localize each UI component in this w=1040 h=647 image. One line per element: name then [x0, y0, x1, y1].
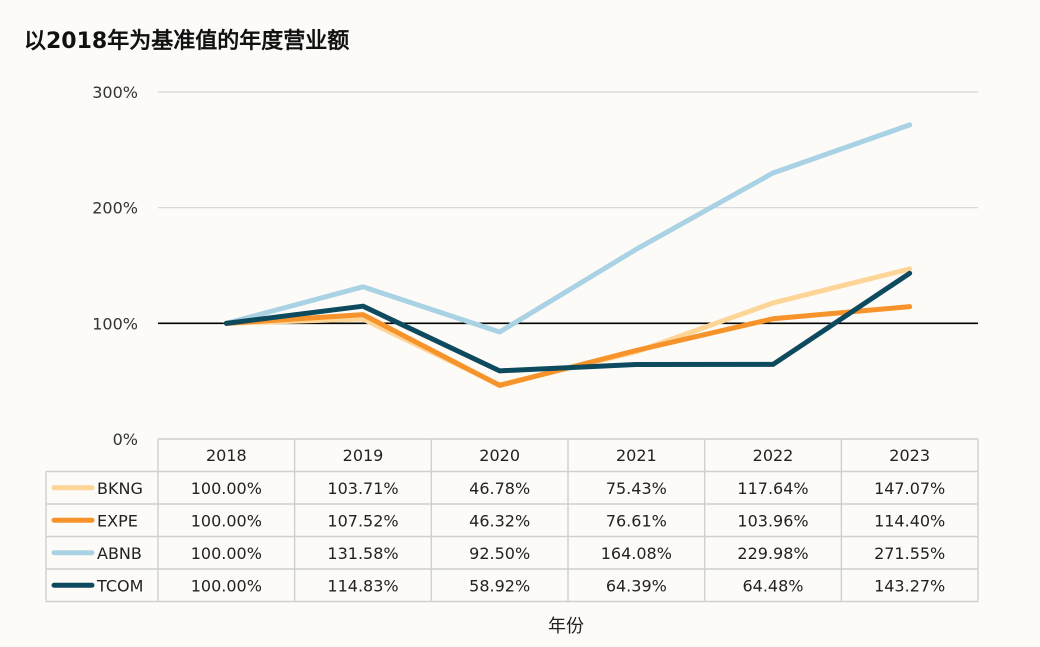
y-tick-label: 200% — [92, 199, 138, 218]
legend-label-tcom: TCOM — [96, 576, 143, 595]
table-cell: 271.55% — [874, 544, 945, 563]
x-tick-label: 2022 — [753, 446, 794, 465]
table-cell: 58.92% — [469, 576, 530, 595]
x-tick-label: 2023 — [889, 446, 930, 465]
series-lines — [223, 122, 913, 388]
y-tick-label: 0% — [113, 430, 138, 449]
table-cell: 114.83% — [327, 576, 398, 595]
data-table: 2018 2019 2020 2021 2022 2023 BKNG 100.00% 103.7… — [45, 438, 979, 603]
table-cell: 100.00% — [191, 544, 262, 563]
series-line-tcom — [223, 270, 913, 374]
x-tick-label: 2021 — [616, 446, 657, 465]
table-cell: 164.08% — [601, 544, 672, 563]
table-cell: 147.07% — [874, 479, 945, 498]
table-cell: 100.00% — [191, 576, 262, 595]
table-cell: 103.96% — [737, 511, 808, 530]
legend-label-expe: EXPE — [97, 511, 138, 530]
table-cell: 103.71% — [327, 479, 398, 498]
series-line-expe — [223, 304, 913, 388]
table-cell: 114.40% — [874, 511, 945, 530]
table-cell: 92.50% — [469, 544, 530, 563]
table-cell: 46.32% — [469, 511, 530, 530]
y-tick-label: 300% — [92, 83, 138, 102]
table-cell: 100.00% — [191, 511, 262, 530]
table-cell: 100.00% — [191, 479, 262, 498]
series-line-abnb — [223, 122, 913, 335]
x-tick-label: 2018 — [206, 446, 247, 465]
table-cell: 76.61% — [606, 511, 667, 530]
table-cell: 143.27% — [874, 576, 945, 595]
table-cell: 46.78% — [469, 479, 530, 498]
table-cell: 131.58% — [327, 544, 398, 563]
table-cell: 64.48% — [742, 576, 803, 595]
x-axis-label: 年份 — [548, 616, 584, 637]
table-cell: 75.43% — [606, 479, 667, 498]
table-cell: 229.98% — [737, 544, 808, 563]
x-tick-label: 2019 — [343, 446, 384, 465]
x-tick-label: 2020 — [479, 446, 520, 465]
chart-title: 以2018年为基准值的年度营业额 — [24, 28, 349, 54]
table-cell: 107.52% — [327, 511, 398, 530]
legend-label-abnb: ABNB — [97, 544, 142, 563]
legend-label-bkng: BKNG — [97, 479, 143, 498]
y-tick-label: 100% — [92, 314, 138, 333]
table-cell: 117.64% — [737, 479, 808, 498]
table-cell: 64.39% — [606, 576, 667, 595]
y-axis-ticks: 0% 100% 200% 300% — [92, 83, 138, 449]
